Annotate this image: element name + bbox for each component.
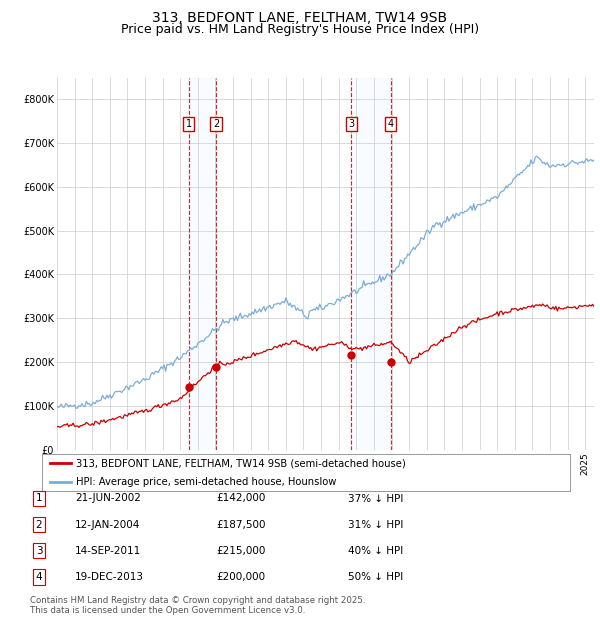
Text: 12-JAN-2004: 12-JAN-2004 — [75, 520, 140, 529]
Bar — [188, 78, 216, 450]
Text: 40% ↓ HPI: 40% ↓ HPI — [348, 546, 403, 556]
Text: 313, BEDFONT LANE, FELTHAM, TW14 9SB (semi-detached house): 313, BEDFONT LANE, FELTHAM, TW14 9SB (se… — [76, 458, 406, 468]
Text: 2: 2 — [213, 119, 219, 129]
Text: Contains HM Land Registry data © Crown copyright and database right 2025.
This d: Contains HM Land Registry data © Crown c… — [30, 596, 365, 615]
Text: 1: 1 — [35, 494, 43, 503]
Text: 3: 3 — [348, 119, 354, 129]
Text: £142,000: £142,000 — [216, 494, 265, 503]
Text: 19-DEC-2013: 19-DEC-2013 — [75, 572, 144, 582]
Text: 3: 3 — [35, 546, 43, 556]
Text: HPI: Average price, semi-detached house, Hounslow: HPI: Average price, semi-detached house,… — [76, 477, 337, 487]
Text: 313, BEDFONT LANE, FELTHAM, TW14 9SB: 313, BEDFONT LANE, FELTHAM, TW14 9SB — [152, 11, 448, 25]
Text: 37% ↓ HPI: 37% ↓ HPI — [348, 494, 403, 503]
Text: 21-JUN-2002: 21-JUN-2002 — [75, 494, 141, 503]
Text: 4: 4 — [388, 119, 394, 129]
Text: 1: 1 — [185, 119, 191, 129]
Text: 4: 4 — [35, 572, 43, 582]
Text: 14-SEP-2011: 14-SEP-2011 — [75, 546, 141, 556]
Text: Price paid vs. HM Land Registry's House Price Index (HPI): Price paid vs. HM Land Registry's House … — [121, 23, 479, 36]
Text: 2: 2 — [35, 520, 43, 529]
Text: £187,500: £187,500 — [216, 520, 265, 529]
Text: 50% ↓ HPI: 50% ↓ HPI — [348, 572, 403, 582]
Text: £200,000: £200,000 — [216, 572, 265, 582]
Text: 31% ↓ HPI: 31% ↓ HPI — [348, 520, 403, 529]
Bar — [351, 78, 391, 450]
Text: £215,000: £215,000 — [216, 546, 265, 556]
